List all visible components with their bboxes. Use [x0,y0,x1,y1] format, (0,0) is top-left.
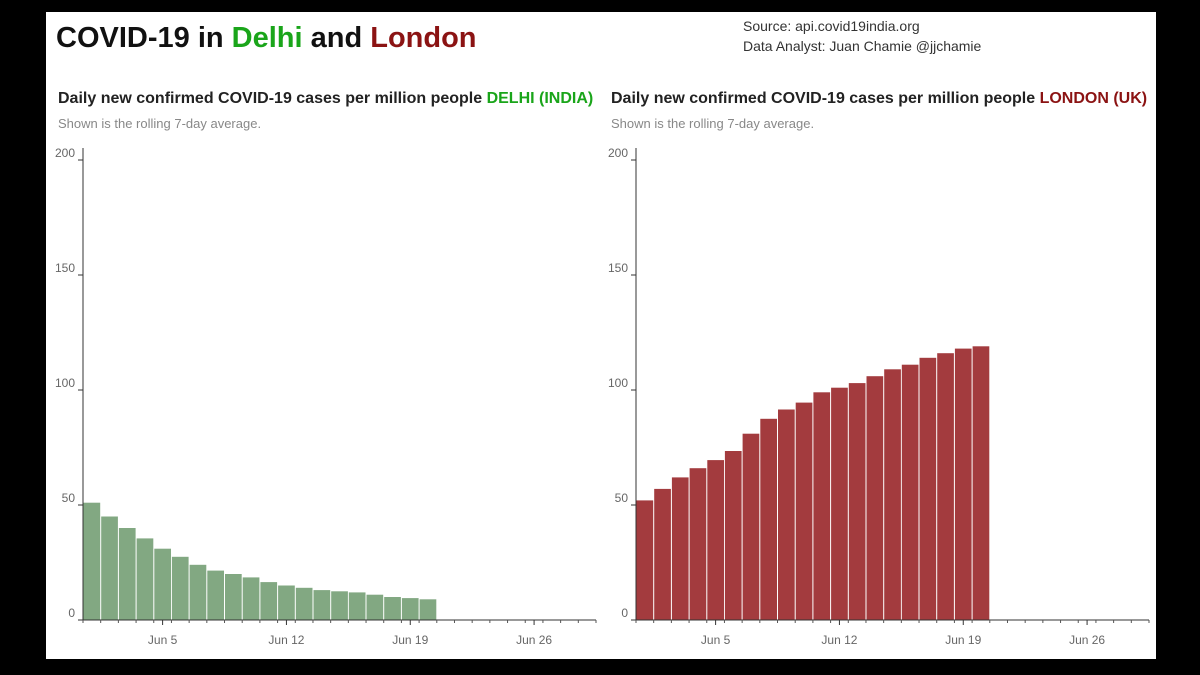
delhi-chart-title-text: Daily new confirmed COVID-19 cases per m… [58,90,483,107]
dashboard-panel: COVID-19 in Delhi and London Source: api… [46,12,1156,659]
bar [366,594,384,620]
bar [760,418,777,621]
bar [260,582,278,620]
bar [419,599,437,620]
delhi-bar-chart: 0 50 100 150 200 Jun 5 Jun 12 Jun 19 Jun 26 [55,146,597,647]
y-tick-label: 150 [608,261,628,275]
title-part-and: and [302,22,371,54]
y-tick-label: 50 [62,491,76,505]
bar [636,500,654,620]
london-chart-subtitle: Shown is the rolling 7-day average. [611,116,815,131]
london-chart-title-text: Daily new confirmed COVID-19 cases per m… [611,90,1036,107]
bar [295,587,313,620]
y-tick-label: 100 [608,376,628,390]
london-bar-chart: 0 50 100 150 200 Jun 5 Jun 12 Jun 19 Jun 26 [608,146,1150,647]
bar [848,383,866,620]
bar [742,433,760,620]
delhi-chart-title-highlight: DELHI (INDIA) [486,90,594,107]
london-chart-title: Daily new confirmed COVID-19 cases per m… [611,90,1147,108]
bar [654,488,671,620]
bar [189,564,207,620]
bar [118,528,136,620]
title-part-prefix: COVID-19 in [56,22,232,54]
x-tick-label: Jun 12 [821,633,857,647]
bar [242,577,260,620]
x-tick-label: Jun 12 [268,633,304,647]
bar [972,346,990,620]
source-line: Source: api.covid19india.org [743,18,920,34]
bar [813,392,831,620]
bar [954,348,972,620]
bar [313,590,331,620]
y-tick-label: 200 [608,146,628,160]
bar [919,357,937,620]
delhi-chart-title: Daily new confirmed COVID-19 cases per m… [58,90,593,108]
bar [831,387,848,620]
bar [778,409,795,620]
source-block: Source: api.covid19india.org Data Analys… [743,16,981,56]
bar [101,516,118,620]
bar [154,548,171,620]
bar [83,502,101,620]
x-tick-label: Jun 5 [701,633,731,647]
bar [207,570,224,620]
bar [401,598,419,620]
bar [671,477,689,620]
bar-series [636,346,990,621]
x-tick-label: Jun 26 [516,633,552,647]
bar [884,369,901,620]
y-tick-label: 200 [55,146,75,160]
y-tick-label: 0 [68,606,75,620]
title-part-delhi: Delhi [231,22,303,54]
y-tick-label: 50 [615,491,629,505]
y-tick-label: 150 [55,261,75,275]
bar [384,597,401,620]
y-tick-label: 100 [55,376,75,390]
bar [795,402,813,620]
x-tick-label: Jun 5 [148,633,178,647]
x-tick-label: Jun 26 [1069,633,1105,647]
bar [937,353,954,620]
bar [724,451,742,620]
dashboard-title: COVID-19 in Delhi and London [56,22,477,55]
bar [136,538,154,620]
bar-series [83,502,437,621]
bar [901,364,919,620]
delhi-chart-subtitle: Shown is the rolling 7-day average. [58,116,262,131]
bar [278,585,295,620]
london-chart-title-highlight: LONDON (UK) [1039,90,1148,107]
x-tick-label: Jun 19 [392,633,428,647]
bar [225,574,242,620]
title-part-london: London [370,22,477,54]
x-tick-label: Jun 19 [945,633,981,647]
bar [171,556,189,621]
bar [707,460,724,620]
bar [866,376,884,620]
bar [689,468,707,620]
bar [331,591,348,621]
bar [348,592,366,620]
analyst-line: Data Analyst: Juan Chamie @jjchamie [743,38,982,54]
y-tick-label: 0 [621,606,628,620]
